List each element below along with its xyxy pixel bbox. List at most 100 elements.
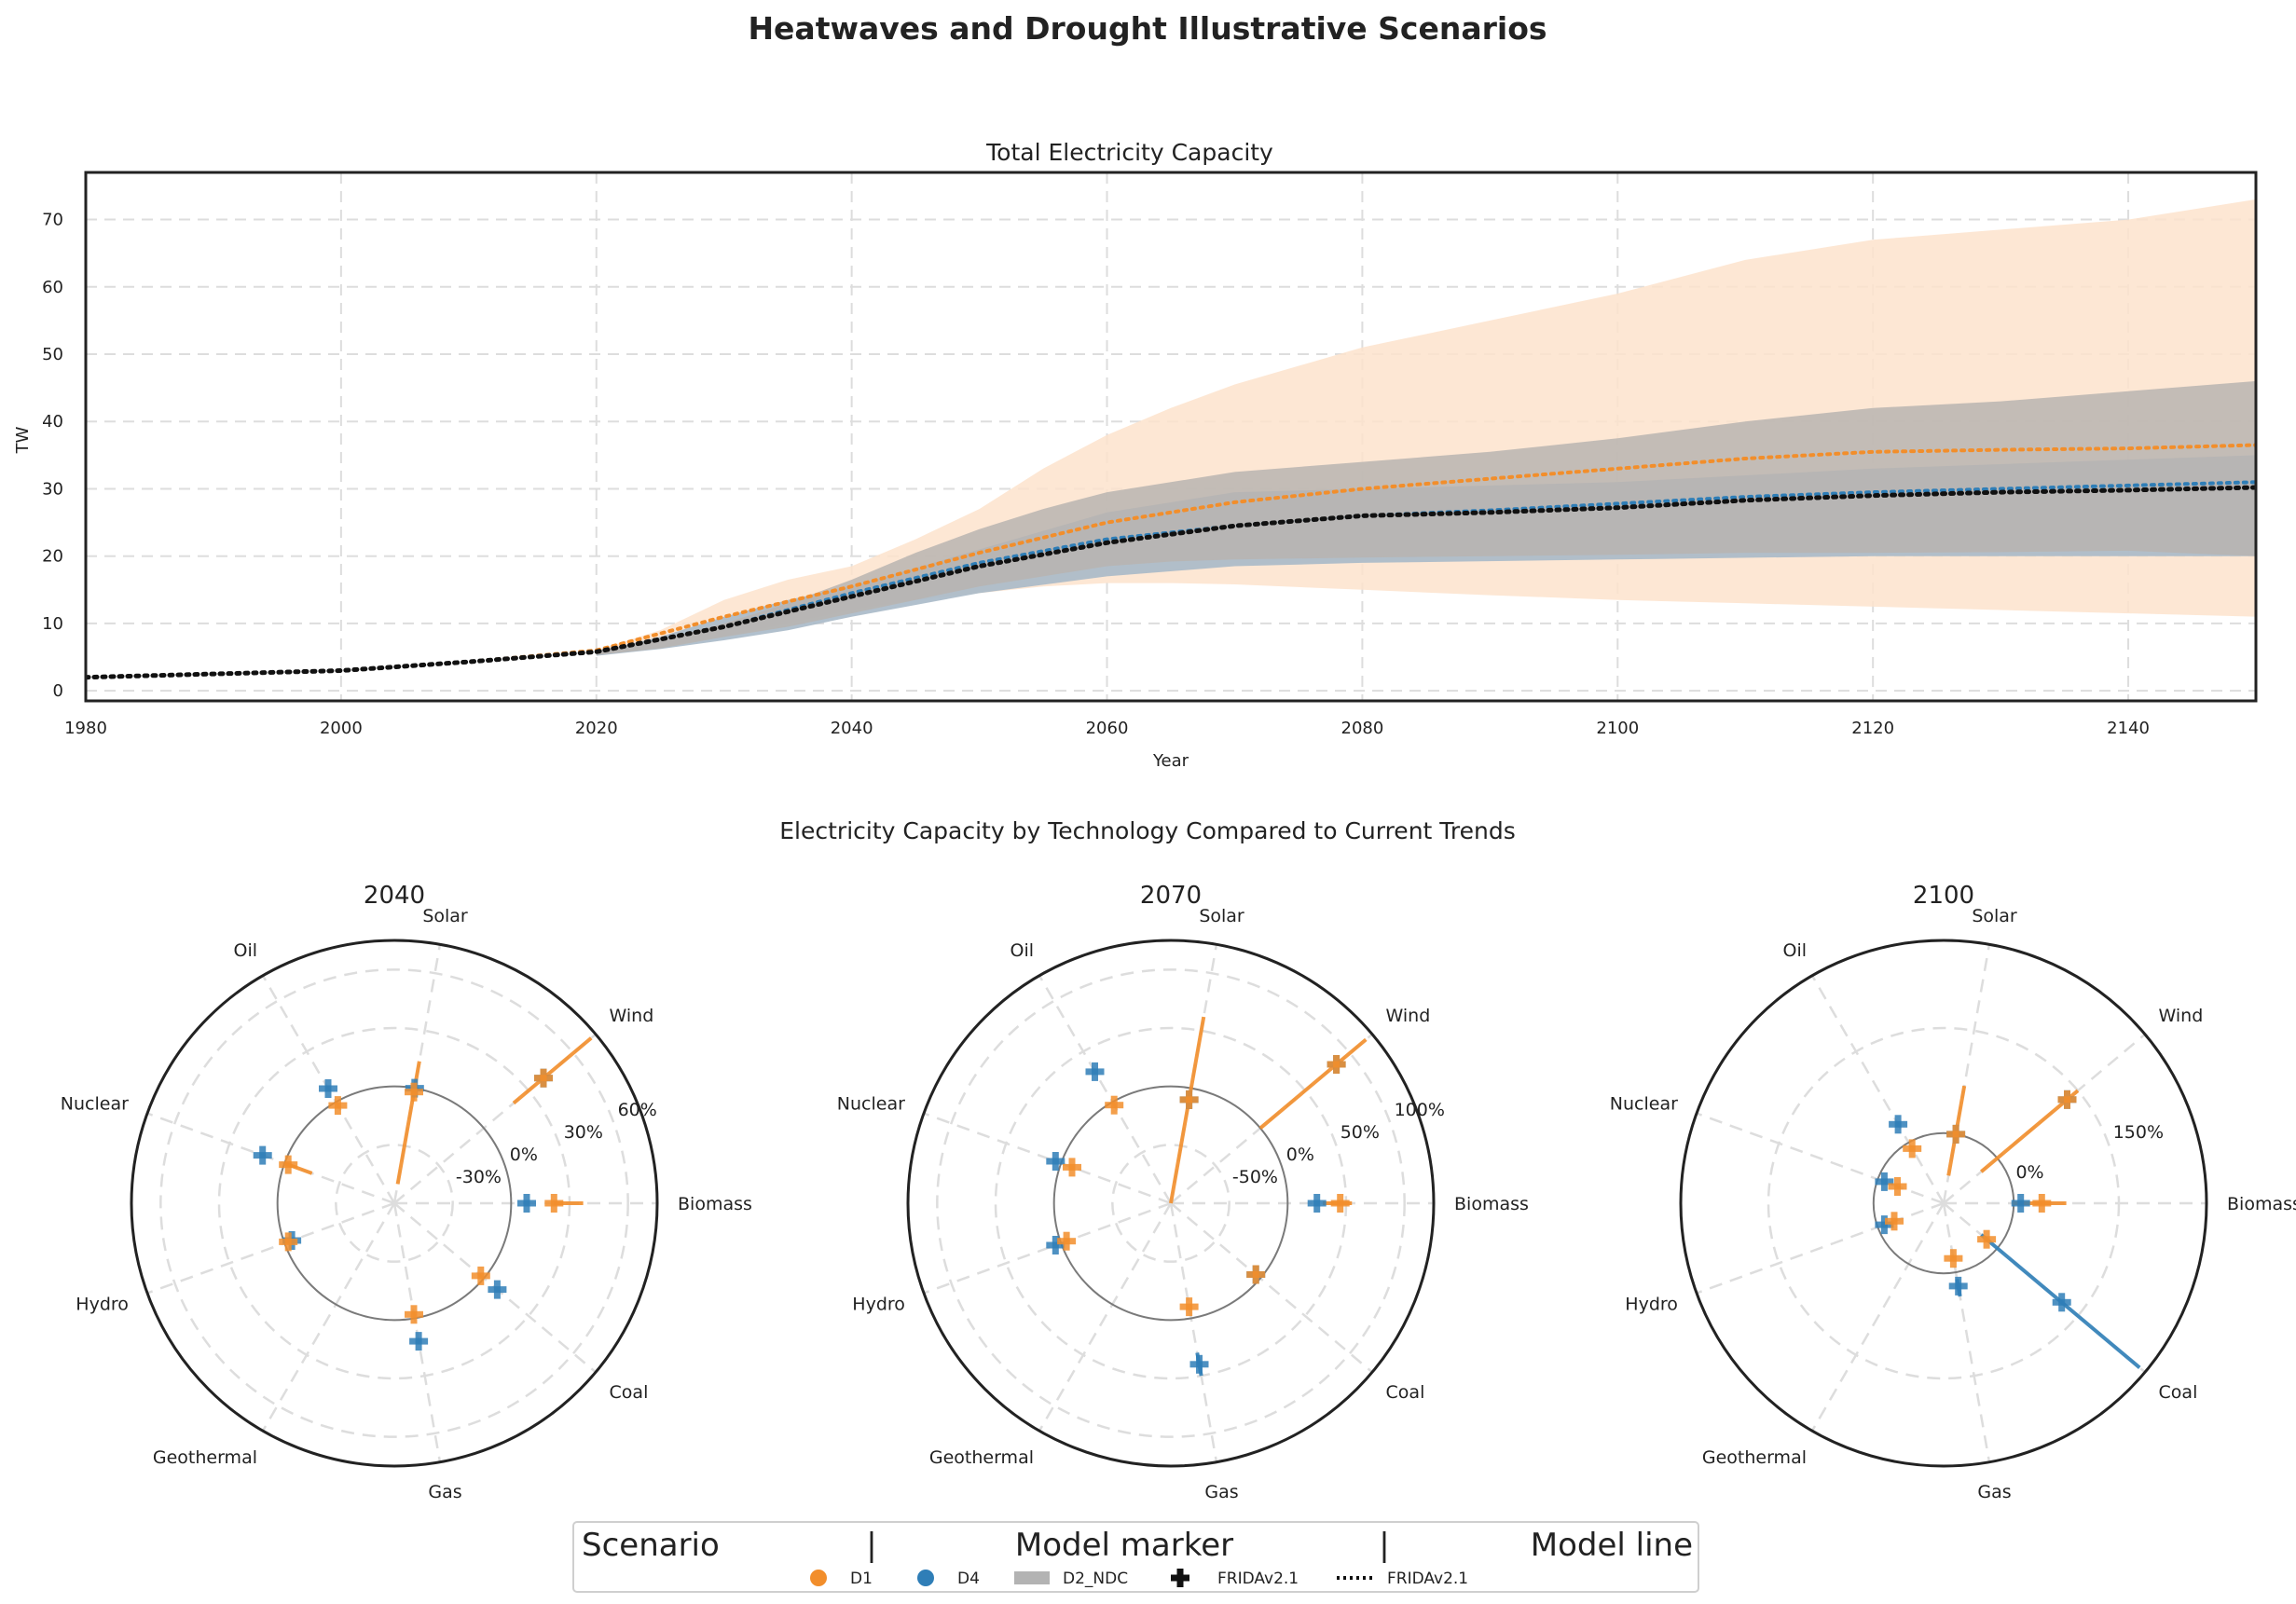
radar-zero-ring	[1052, 1085, 1289, 1322]
radar-spoke	[1038, 1202, 1173, 1432]
radar-d4-marker	[253, 1145, 272, 1165]
radar-d1-marker-v	[1337, 1194, 1344, 1213]
radar-category-label: Gas	[1977, 1482, 2011, 1502]
legend-d2ndc-swatch	[1014, 1571, 1050, 1584]
x-axis-label: Year	[1152, 751, 1189, 771]
radar-d1-marker-v	[2038, 1194, 2045, 1213]
radar-spoke	[1810, 975, 1945, 1204]
legend-d4-swatch	[917, 1570, 934, 1586]
radar-category-label: Nuclear	[61, 1094, 129, 1115]
radar-d1-marker-v	[1952, 1124, 1959, 1144]
radar-d1-marker	[2032, 1194, 2052, 1213]
radar-chart-2100: 2100 0% 150% Biomass Wind Solar Oil Nuclear Hydr…	[1610, 882, 2296, 1502]
radar-ring-label: 0%	[510, 1145, 538, 1165]
radar-d1-marker	[328, 1096, 348, 1116]
radar-d4-marker	[517, 1194, 536, 1213]
y-axis-label: TW	[13, 426, 33, 454]
radar-d4-marker	[409, 1332, 429, 1351]
radar-ring-label: 50%	[1340, 1122, 1380, 1143]
radar-d1-marker-v	[284, 1155, 292, 1174]
radar-d4-marker	[1189, 1354, 1209, 1374]
radar-category-label: Biomass	[2227, 1194, 2296, 1214]
y-tick-label: 40	[42, 412, 63, 432]
radar-d1-marker-v	[410, 1305, 418, 1324]
legend-header-separator: |	[866, 1527, 876, 1564]
legend-header-separator: |	[1379, 1527, 1389, 1564]
x-tick-label: 2120	[1851, 719, 1894, 738]
radar-ring-label: 0%	[1286, 1145, 1314, 1165]
radar-d1-marker	[1327, 1055, 1346, 1074]
radar-d1-marker-v	[1186, 1090, 1193, 1109]
radar-d1-range	[1258, 1037, 1368, 1130]
radar-chart-2040: 2040 -30% 0% 30% 60% Biomass Wind Solar Oil Nucle…	[61, 882, 752, 1502]
radar-title: 2040	[364, 882, 425, 910]
radar-d4-marker-v	[1092, 1062, 1098, 1081]
radar-category-label: Geothermal	[1702, 1447, 1807, 1468]
legend: Scenario | Model marker | Model line D1 …	[572, 1521, 1699, 1593]
radar-d1-marker	[405, 1082, 423, 1102]
radar-category-label: Geothermal	[153, 1447, 257, 1468]
radar-d1-marker	[1944, 1249, 1963, 1268]
y-tick-label: 0	[53, 681, 63, 701]
radar-d1-marker-v	[1333, 1055, 1340, 1074]
radar-d4-marker-v	[1313, 1194, 1321, 1213]
radar-d1-marker	[1977, 1229, 1997, 1249]
radar-category-label: Solar	[1972, 906, 2017, 926]
legend-header-scenario: Scenario	[582, 1527, 720, 1564]
radar-d4-marker-v	[2017, 1194, 2025, 1213]
radar-frame	[1679, 939, 2208, 1468]
legend-header-model-line: Model line	[1531, 1527, 1693, 1564]
radar-d4-marker-v	[1052, 1236, 1059, 1254]
radar-ring	[1767, 1026, 2121, 1380]
radar-category-label: Coal	[1386, 1382, 1425, 1403]
radar-d1-marker-v	[410, 1082, 418, 1102]
radar-ring	[159, 968, 629, 1438]
line-chart: 1980 2000 2020 2040 2060 2080 2100 2120 21400102…	[42, 171, 2258, 738]
radar-d4-marker-v	[523, 1194, 530, 1213]
radar-d4-marker-v	[1955, 1276, 1962, 1296]
radar-d1-marker	[1885, 1212, 1904, 1231]
radar-d1-marker	[1057, 1231, 1077, 1251]
radar-d4-marker-v	[493, 1280, 501, 1299]
radar-spoke	[1696, 1201, 1945, 1295]
radar-title: 2070	[1140, 882, 1202, 910]
radar-d1-marker-v	[1186, 1297, 1193, 1317]
radar-d1-marker	[534, 1068, 553, 1088]
radar-d4-marker	[1307, 1194, 1327, 1213]
legend-frida-marker-swatch	[1171, 1569, 1189, 1587]
y-tick-label: 60	[42, 278, 63, 297]
radar-d1-marker-v	[550, 1194, 557, 1213]
series-line-fridav21	[86, 485, 2256, 680]
figure-title: Heatwaves and Drought Illustrative Scena…	[748, 10, 1547, 47]
radar-d4-marker-v	[1894, 1115, 1902, 1134]
radar-category-label: Wind	[1386, 1006, 1431, 1026]
radar-ring-label: 60%	[618, 1100, 657, 1120]
radar-d1-marker	[471, 1266, 490, 1285]
radar-ring-label: 0%	[2015, 1162, 2043, 1183]
radar-spoke	[261, 1202, 396, 1432]
legend-frame	[572, 1521, 1699, 1593]
radar-spoke	[1169, 1202, 1218, 1462]
radar-chart-2070: 2070 -50% 0% 50% 100% Biomass Wind Solar Oil Nucl…	[837, 882, 1529, 1502]
radar-d1-marker	[1179, 1090, 1199, 1109]
radar-d1-marker	[1903, 1139, 1922, 1158]
radar-category-label: Biomass	[678, 1194, 752, 1214]
radar-category-label: Geothermal	[929, 1447, 1034, 1468]
radar-d4-marker	[1889, 1115, 1908, 1134]
radar-category-label: Coal	[2159, 1382, 2198, 1403]
radar-d1-marker	[279, 1232, 298, 1252]
radar-d4-marker-v	[415, 1332, 422, 1351]
x-tick-label: 2100	[1596, 719, 1639, 738]
x-tick-label: 2000	[320, 719, 363, 738]
radar-d1-marker	[1246, 1265, 1266, 1284]
x-tick-label: 2080	[1341, 719, 1384, 738]
radar-category-label: Solar	[422, 906, 468, 926]
y-tick-label: 70	[42, 211, 63, 230]
radar-d1-marker	[1105, 1095, 1124, 1115]
radar-d4-marker-v	[2058, 1293, 2066, 1312]
radar-category-label: Oil	[1782, 940, 1807, 961]
radar-d4-marker	[1085, 1062, 1105, 1081]
radar-ring-label: -30%	[456, 1167, 502, 1187]
radar-d1-marker	[1179, 1297, 1199, 1317]
radar-ring	[335, 1144, 454, 1263]
